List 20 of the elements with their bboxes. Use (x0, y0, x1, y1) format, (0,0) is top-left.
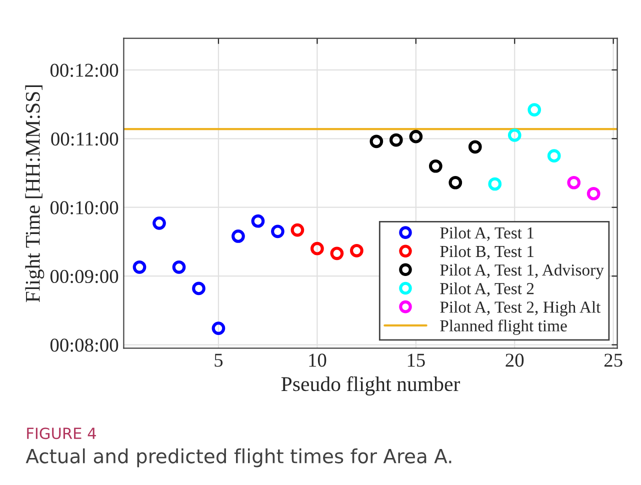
y-tick-label: 00:08:00 (50, 338, 118, 352)
y-tick-label: 00:12:00 (50, 64, 118, 77)
legend-label: Pilot A, Test 2 (440, 282, 534, 297)
x-tick-label: 25 (604, 354, 622, 367)
x-axis-title: Pseudo flight number (281, 376, 460, 396)
legend-label: Pilot B, Test 1 (440, 245, 534, 260)
x-tick-label: 15 (408, 354, 425, 367)
legend-label: Planned flight time (440, 320, 567, 335)
y-tick-label: 00:09:00 (50, 270, 118, 284)
legend-label: Pilot A, Test 1, Advisory (440, 264, 604, 280)
x-tick-label: 20 (506, 354, 524, 367)
y-axis-title: Flight Time [HH:MM:SS] (25, 85, 44, 302)
x-tick-label: 5 (214, 354, 223, 367)
caption: FIGURE 4 (27, 428, 96, 440)
y-tick-label: 00:11:00 (51, 132, 118, 146)
legend-label: Pilot A, Test 2, High Alt (440, 301, 601, 316)
y-tick-label: 00:10:00 (50, 201, 118, 214)
x-tick-label: 10 (309, 354, 326, 367)
text: Actual and predicted flight times for Area A. (26, 448, 452, 468)
legend-label: Pilot A, Test 1 (440, 226, 534, 241)
